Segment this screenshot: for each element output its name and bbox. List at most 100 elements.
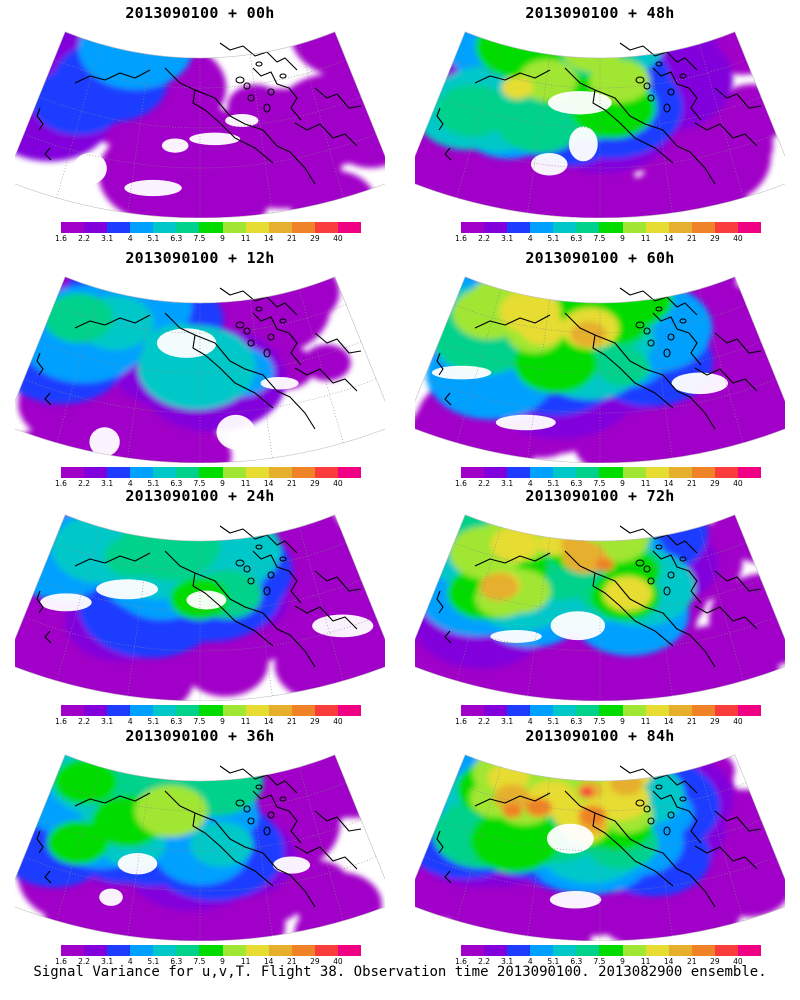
colorbar-segment [668,467,692,478]
colorbar-label: 2.2 [78,234,91,243]
colorbar-label: 14 [663,717,674,726]
colorbar-label: 6.3 [570,479,583,488]
colorbar-segment [714,705,738,716]
colorbar-segment [314,222,338,233]
colorbar-segment [507,222,531,233]
colorbar-segment [130,222,154,233]
colorbar-segment [714,467,738,478]
colorbar-segment [84,467,108,478]
coastlines [436,765,762,908]
colorbar-label: 40 [333,957,343,966]
colorbar-label: 21 [686,234,697,243]
colorbar-label: 9 [620,717,625,726]
map-panel-p84: 2013090100 + 84h 1.6 2.2 3.1 4 5.1 6.3 7.5 9 11 14… [400,723,800,968]
map-panel-p36: 2013090100 + 36h 1.6 2.2 3.1 4 5.1 6.3 7.5 9 11 14… [0,723,400,968]
colorbar-segment [737,945,762,956]
colorbar-segment [599,467,623,478]
colorbar-segment [199,467,223,478]
colorbar-label: 14 [263,717,274,726]
map-panel-p24: 2013090100 + 24h 1.6 2.2 3.1 4 5.1 6.3 7.5 9 11 14… [0,483,400,728]
colorbar-segment [484,467,508,478]
colorbar-label: 40 [733,717,743,726]
colorbar-label: 6.3 [170,479,183,488]
colorbar-segment [484,945,508,956]
variance-map [415,31,785,218]
colorbar-label: 4 [127,717,133,726]
colorbar-segment [291,467,315,478]
colorbar-label: 6.3 [570,717,583,726]
colorbar-segment [314,705,338,716]
colorbar-label: 2.2 [78,717,91,726]
colorbar-label: 4 [127,234,133,243]
colorbar-label: 11 [640,479,651,488]
coastlines [36,765,362,908]
colorbar-label: 6.3 [570,957,583,966]
colorbar-label: 40 [333,479,343,488]
colorbar-label: 1.6 [455,479,467,488]
coastlines [36,42,362,185]
contour-field [15,276,385,463]
colorbar-segment [576,467,600,478]
colorbar-label: 14 [663,479,674,488]
colorbar-segment [199,222,223,233]
colorbar-label: 1.6 [55,957,67,966]
colorbar-segment [645,705,669,716]
colorbar-label: 6.3 [170,717,183,726]
colorbar-segment [176,945,200,956]
graticule [23,43,377,218]
colorbar-label: 5.1 [147,234,160,243]
graticule [423,43,777,218]
colorbar-segment [553,705,577,716]
colorbar-label: 1.6 [455,717,467,726]
colorbar-segment [461,467,485,478]
colorbar-segment [268,222,292,233]
colorbar-segment [714,222,738,233]
colorbar-label: 3.1 [101,957,114,966]
variance-map [15,754,385,941]
colorbar-segment [484,705,508,716]
map-panel-p60: 2013090100 + 60h 1.6 2.2 3.1 4 5.1 6.3 7.5 9 11 14… [400,245,800,490]
colorbar-segment [691,705,715,716]
colorbar-label: 21 [286,957,297,966]
colorbar-label: 11 [240,717,251,726]
colorbar-segment [507,705,531,716]
colorbar-label: 14 [263,957,274,966]
colorbar-labels: 1.6 2.2 3.1 4 5.1 6.3 7.5 9 11 14 21 29 40 [41,234,381,244]
graticule [23,288,377,463]
colorbar-segment [222,467,246,478]
colorbar-labels: 1.6 2.2 3.1 4 5.1 6.3 7.5 9 11 14 21 29 40 [441,957,781,967]
colorbar-label: 5.1 [147,957,160,966]
colorbar-segment [268,945,292,956]
colorbar-label: 9 [220,234,225,243]
colorbar-segment [291,705,315,716]
colorbar [461,945,762,956]
colorbar-label: 5.1 [547,234,560,243]
map-panel-p72: 2013090100 + 72h 1.6 2.2 3.1 4 5.1 6.3 7.5 9 11 14… [400,483,800,728]
colorbar-label: 6.3 [170,957,183,966]
colorbar-segment [576,705,600,716]
colorbar-segment [84,705,108,716]
colorbar-segment [645,222,669,233]
colorbar-segment [507,467,531,478]
colorbar-segment [130,467,154,478]
colorbar-label: 1.6 [55,717,67,726]
colorbar-segment [84,222,108,233]
colorbar-label: 9 [620,479,625,488]
contour-field [415,31,785,218]
colorbar-label: 4 [527,957,533,966]
colorbar-label: 14 [663,957,674,966]
colorbar-segment [245,945,269,956]
coastlines [36,287,362,430]
colorbar-labels: 1.6 2.2 3.1 4 5.1 6.3 7.5 9 11 14 21 29 40 [441,479,781,489]
colorbar-segment [461,222,485,233]
coastlines [436,42,762,185]
colorbar-label: 5.1 [547,717,560,726]
colorbar-segment [622,705,646,716]
colorbar-segment [337,467,362,478]
graticule [23,526,377,701]
map-panel-p00: 2013090100 + 00h 1.6 2.2 3.1 4 5.1 6.3 7.5 9 11 14… [0,0,400,245]
colorbar-segment [507,945,531,956]
colorbar-label: 29 [310,957,320,966]
graticule [23,766,377,941]
colorbar-segment [484,222,508,233]
